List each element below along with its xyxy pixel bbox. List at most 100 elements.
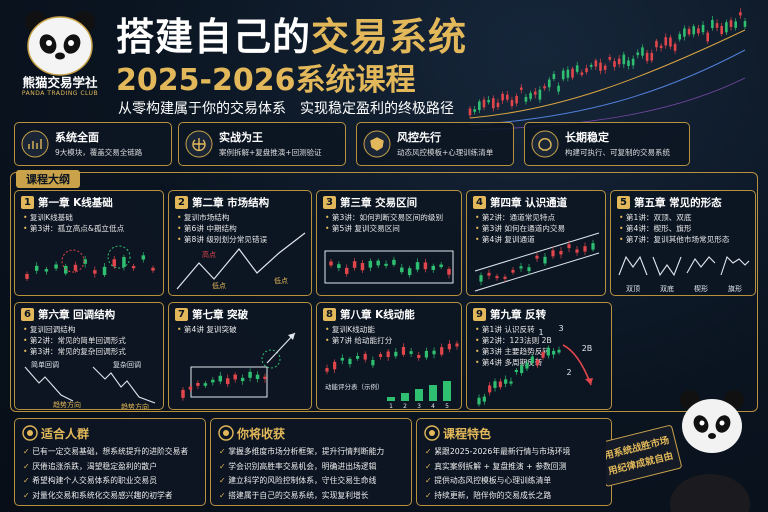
chapter-title: 1 第一章 K线基础 xyxy=(21,195,113,210)
arrow-head xyxy=(288,333,295,340)
highlight xyxy=(61,249,85,273)
candle-body xyxy=(447,343,451,350)
title-gold: 交易系统 xyxy=(311,15,468,59)
chapter-card: 3 第三章 交易区间第3讲：如何判断交易区间的级别第5讲 复训交易区间 xyxy=(316,190,462,296)
section-title: 适合人群 xyxy=(41,427,90,441)
candle-body xyxy=(447,268,451,275)
section-item: 持续更新，陪伴你的交易成长之路 xyxy=(425,489,570,504)
feature-icon xyxy=(185,130,213,158)
candle-body xyxy=(535,255,539,259)
candle-body xyxy=(263,376,267,379)
chapter-item: 第4讲：楔形、旗形 xyxy=(619,223,729,234)
chapter-items: 第4讲 复训突破 xyxy=(177,324,237,335)
score-bar xyxy=(429,385,437,401)
candle-body xyxy=(585,68,588,73)
chart-label: 2 xyxy=(566,368,571,377)
candle-body xyxy=(482,396,486,402)
candle-body xyxy=(498,381,502,388)
feature-title: 长期稳定 xyxy=(565,131,609,144)
chapter-items: 第3讲：如何判断交易区间的级别第5讲 复训交易区间 xyxy=(325,212,443,234)
candle-body xyxy=(575,65,579,72)
section-item: 建立科学的风险控制体系，守住交易生命线 xyxy=(219,474,384,489)
candle-body xyxy=(407,268,412,276)
chapter-title: 9 第九章 反转 xyxy=(473,307,546,322)
icon-dot xyxy=(27,430,33,436)
chapter-name: 第八章 K线动能 xyxy=(340,309,415,321)
chapter-card: 1 第一章 K线基础复训K线基础第3讲：孤立高点&孤立低点 xyxy=(14,190,164,296)
chart-label: 趋势方向 xyxy=(53,400,81,409)
chapter-name: 第九章 反转 xyxy=(490,309,547,321)
chart-label: 双顶 xyxy=(626,285,640,293)
chapter-item: 第4讲 复训突破 xyxy=(177,324,237,335)
section-icon xyxy=(22,425,38,441)
section-items: 掌握多维度市场分析框架，提升行情判断能力学会识别高胜率交易机会，明确进出场逻辑建… xyxy=(219,445,384,503)
candle-body xyxy=(424,350,429,358)
feature-title: 实战为王 xyxy=(219,131,263,144)
candle-body xyxy=(527,267,531,272)
panda-eye xyxy=(719,420,725,426)
chart-label: 旗形 xyxy=(728,284,742,293)
candle-body xyxy=(683,28,686,37)
chapter-item: 复训K线动能 xyxy=(325,324,392,335)
pattern-line xyxy=(720,255,750,276)
chapter-number: 6 xyxy=(21,308,34,321)
title: 搭建自己的交易系统 xyxy=(116,6,467,61)
candle-body xyxy=(255,374,260,380)
candle-body xyxy=(348,358,352,365)
candle-body xyxy=(583,246,587,252)
breakout-box xyxy=(190,366,268,398)
candle-body xyxy=(706,32,710,42)
candle-body xyxy=(487,99,490,103)
panda-nose xyxy=(708,433,716,439)
candle-body xyxy=(378,354,383,357)
score-bar xyxy=(443,381,451,401)
candle-body xyxy=(376,260,380,266)
chapter-items: 第1讲 认识反转第2讲：123法则 2B第3讲 主要趋势反转第4讲 多周期反转 xyxy=(475,324,552,368)
candle-body xyxy=(567,244,571,249)
chapter-number: 7 xyxy=(175,308,188,321)
candle-body xyxy=(492,98,495,109)
chapter-item: 复训市场结构 xyxy=(177,212,267,223)
candle-body xyxy=(541,352,545,358)
section-item: 紧跟2025-2026年最新行情与市场环境 xyxy=(425,445,570,460)
chart-label: 楔形 xyxy=(694,284,708,293)
chapter-item: 第3讲 如何在通道内交易 xyxy=(475,223,565,234)
section-title: 你将收获 xyxy=(237,427,286,441)
section-item: 掌握多维度市场分析框架，提升行情判断能力 xyxy=(219,445,384,460)
moving-average xyxy=(469,49,746,126)
candle-body xyxy=(533,91,537,95)
chapter-item: 第2讲：常见的简单回调形式 xyxy=(23,335,126,346)
chapter-items: 第1讲：双顶、双底第4讲：楔形、旗形第7讲：复训其他市场常见形态 xyxy=(619,212,730,245)
candle-body xyxy=(711,19,714,29)
chart-label: 低点 xyxy=(212,281,226,290)
syllabus-title: 课程大纲 xyxy=(16,170,80,188)
info-card: 课程特色紧跟2025-2026年最新行情与市场环境真实案例拆解 + 复盘推演 +… xyxy=(416,418,612,506)
chart-label: 3 xyxy=(558,324,563,333)
candle-body xyxy=(432,350,436,355)
chart-label: 复杂回调 xyxy=(113,360,141,369)
candle-body xyxy=(439,264,443,268)
candle-body xyxy=(352,261,357,268)
candle-body xyxy=(524,96,528,102)
sign-board xyxy=(606,425,682,487)
course-title: 2025-2026系统课程 xyxy=(116,63,416,98)
candle-body xyxy=(520,365,524,374)
candle-body xyxy=(552,73,556,79)
candle-body xyxy=(44,269,49,272)
candle-body xyxy=(715,23,719,28)
candle-body xyxy=(401,346,406,355)
channel-line xyxy=(474,232,600,272)
chapter-number: 9 xyxy=(473,308,486,321)
candle-body xyxy=(743,21,747,27)
feature-title: 系统全面 xyxy=(55,131,99,144)
candle-body xyxy=(622,54,626,65)
candle-body xyxy=(363,353,367,360)
candle-body xyxy=(122,257,126,268)
candle-body xyxy=(25,273,29,279)
feature-card: 系统全面 9大模块，覆盖交易全链路 xyxy=(14,122,172,166)
feature-card: 长期稳定 构建可执行、可复制的交易系统 xyxy=(524,122,690,166)
